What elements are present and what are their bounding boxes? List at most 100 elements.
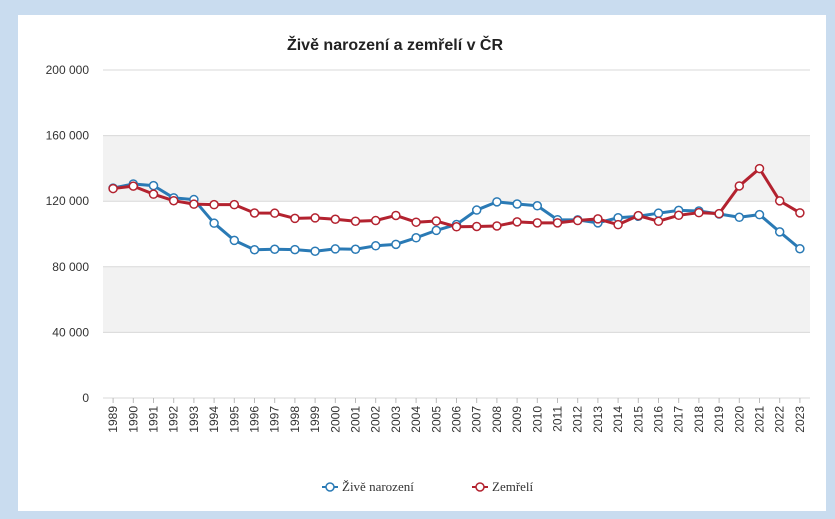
point: [492, 197, 502, 207]
x-tick-label: 2007: [470, 406, 484, 433]
x-tick-label: 2004: [409, 406, 423, 433]
point: [512, 199, 522, 209]
legend-item: Živě narození: [322, 479, 414, 494]
x-tick-label: 1990: [126, 406, 140, 433]
x-tick-label: 1994: [207, 406, 221, 433]
point: [290, 213, 300, 224]
x-tick-label: 2003: [389, 406, 403, 433]
x-tick-label: 1995: [227, 406, 241, 433]
point: [370, 215, 381, 226]
x-tick-label: 1996: [248, 406, 262, 433]
point: [572, 215, 583, 226]
x-tick-label: 2002: [369, 406, 383, 433]
point: [290, 244, 300, 255]
x-tick-label: 2016: [652, 406, 666, 433]
y-tick-label: 0: [82, 391, 89, 405]
point: [209, 199, 219, 210]
point: [330, 244, 341, 254]
x-tick-label: 2019: [712, 406, 726, 433]
point: [370, 241, 381, 251]
x-tick-label: 2006: [450, 406, 464, 433]
x-tick-label: 2014: [611, 406, 625, 433]
y-tick-label: 160 000: [46, 129, 90, 143]
point: [471, 205, 482, 215]
point: [633, 210, 644, 221]
x-tick-label: 1992: [167, 406, 181, 433]
point: [795, 208, 805, 218]
x-tick-label: 1997: [268, 406, 282, 433]
x-tick-label: 2020: [732, 406, 746, 433]
point: [471, 221, 482, 232]
point: [653, 208, 664, 218]
point: [168, 195, 179, 206]
legend-marker: [475, 482, 485, 492]
point: [310, 213, 320, 223]
x-tick-label: 2013: [591, 406, 605, 433]
point: [431, 225, 442, 236]
x-tick-label: 2010: [530, 406, 544, 433]
x-tick-label: 1991: [147, 406, 161, 433]
point: [532, 201, 543, 211]
point: [512, 217, 522, 227]
x-tick-label: 2012: [571, 406, 585, 433]
point: [310, 246, 320, 256]
x-tick-label: 2021: [753, 406, 767, 433]
point: [694, 207, 704, 218]
point: [593, 214, 603, 224]
point: [714, 208, 724, 219]
x-tick-label: 2001: [349, 406, 363, 433]
point: [774, 196, 785, 206]
chart-title: Živě narození a zemřelí v ČR: [287, 35, 504, 54]
x-tick-label: 2022: [773, 406, 787, 433]
legend-marker: [325, 482, 335, 492]
point: [411, 217, 421, 227]
point: [249, 208, 260, 218]
point: [391, 210, 401, 221]
point: [229, 235, 240, 246]
point: [734, 212, 745, 223]
point: [774, 227, 785, 237]
point: [148, 180, 159, 191]
y-tick-label: 200 000: [46, 63, 90, 77]
point: [451, 222, 462, 232]
x-tick-label: 2000: [328, 406, 342, 433]
x-tick-label: 1998: [288, 406, 302, 433]
grid-band: [103, 266, 810, 333]
x-tick-label: 1989: [106, 406, 120, 433]
point: [148, 189, 159, 199]
x-tick-label: 2009: [510, 406, 524, 433]
point: [330, 214, 341, 224]
x-tick-label: 2023: [793, 406, 807, 433]
point: [350, 244, 361, 255]
point: [734, 181, 745, 191]
point: [754, 209, 765, 220]
point: [673, 210, 684, 221]
point: [108, 183, 118, 194]
point: [532, 218, 543, 228]
legend-item: Zemřelí: [472, 479, 534, 494]
point: [249, 244, 260, 255]
point: [350, 216, 361, 226]
x-tick-label: 1999: [308, 406, 322, 433]
point: [552, 218, 563, 228]
x-tick-label: 2011: [551, 406, 565, 432]
point: [269, 244, 280, 255]
legend-label: Zemřelí: [492, 479, 534, 494]
point: [209, 218, 219, 228]
point: [653, 216, 664, 226]
point: [754, 163, 765, 174]
point: [795, 244, 805, 254]
point: [411, 233, 421, 243]
legend-label: Živě narození: [342, 479, 414, 494]
x-tick-label: 2015: [631, 406, 645, 433]
point: [613, 219, 623, 230]
x-tick-label: 1993: [187, 406, 201, 433]
point: [492, 221, 502, 231]
point: [269, 208, 280, 218]
point: [431, 216, 442, 226]
y-tick-label: 80 000: [52, 260, 89, 274]
x-tick-label: 2017: [672, 406, 686, 433]
x-tick-label: 2018: [692, 406, 706, 433]
